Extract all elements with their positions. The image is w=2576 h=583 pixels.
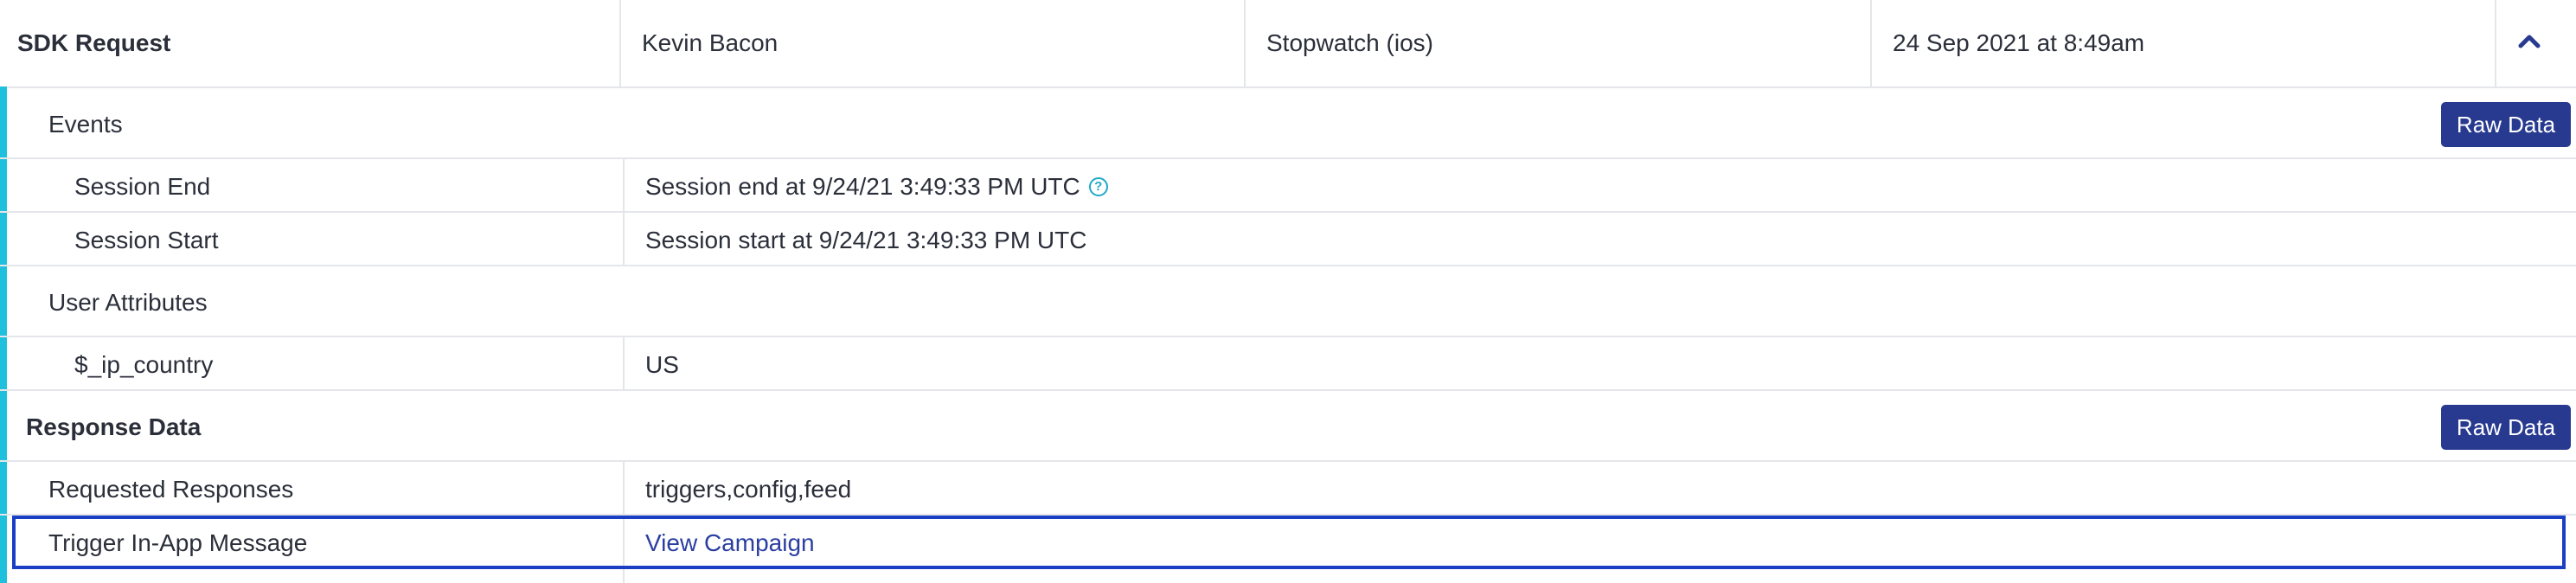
table-row: Requested Responses triggers,config,feed xyxy=(0,462,2576,516)
event-label: Session End xyxy=(74,173,211,200)
event-value-text: Session end at 9/24/21 3:49:33 PM UTC xyxy=(645,173,1080,200)
requested-responses-label: Requested Responses xyxy=(48,476,294,503)
response-data-title: Response Data xyxy=(26,413,202,440)
column-divider xyxy=(623,159,625,211)
event-value: Session end at 9/24/21 3:49:33 PM UTC? xyxy=(645,175,1108,199)
requested-responses-value: triggers,config,feed xyxy=(645,476,852,503)
table-row: Trigger In-App Message View Campaign xyxy=(0,516,2576,583)
events-raw-data-button[interactable]: Raw Data xyxy=(2441,102,2571,147)
table-row: $_ip_country US xyxy=(0,337,2576,391)
user-attributes-title: User Attributes xyxy=(48,289,208,316)
column-divider xyxy=(623,462,625,514)
column-divider xyxy=(1870,0,1872,86)
attribute-label: $_ip_country xyxy=(74,351,214,378)
event-value: Session start at 9/24/21 3:49:33 PM UTC xyxy=(645,227,1087,253)
user-attributes-section-header: User Attributes xyxy=(0,266,2576,337)
request-type: SDK Request xyxy=(17,29,171,56)
view-campaign-link[interactable]: View Campaign xyxy=(645,529,815,556)
events-title: Events xyxy=(48,111,123,138)
event-label: Session Start xyxy=(74,227,219,253)
column-divider xyxy=(623,516,625,583)
request-user: Kevin Bacon xyxy=(642,29,779,56)
request-date: 24 Sep 2021 at 8:49am xyxy=(1893,29,2145,56)
trigger-in-app-message-label: Trigger In-App Message xyxy=(48,529,308,556)
attribute-value: US xyxy=(645,351,679,378)
events-section-header: Events Raw Data xyxy=(0,88,2576,159)
column-divider xyxy=(619,0,621,86)
expanded-accent-bar xyxy=(0,86,7,583)
column-divider xyxy=(2495,0,2496,86)
request-app: Stopwatch (ios) xyxy=(1266,29,1433,56)
response-data-section-header: Response Data Raw Data xyxy=(0,391,2576,462)
question-circle-icon[interactable]: ? xyxy=(1088,176,1108,196)
response-raw-data-button[interactable]: Raw Data xyxy=(2441,405,2571,450)
column-divider xyxy=(1244,0,1246,86)
chevron-up-icon[interactable] xyxy=(2517,31,2541,52)
table-row: Session End Session end at 9/24/21 3:49:… xyxy=(0,159,2576,213)
request-header-row[interactable]: SDK Request Kevin Bacon Stopwatch (ios) … xyxy=(0,0,2576,88)
column-divider xyxy=(623,213,625,265)
table-row: Session Start Session start at 9/24/21 3… xyxy=(0,213,2576,266)
column-divider xyxy=(623,337,625,389)
highlight-box xyxy=(12,516,2566,569)
